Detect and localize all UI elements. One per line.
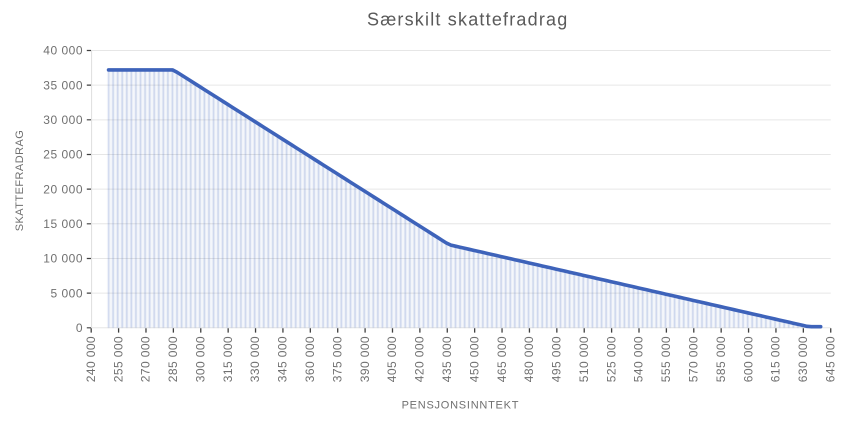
svg-text:0: 0: [76, 321, 83, 335]
svg-text:285 000: 285 000: [166, 336, 180, 382]
svg-text:330 000: 330 000: [248, 336, 262, 382]
svg-text:360 000: 360 000: [303, 336, 317, 382]
svg-text:615 000: 615 000: [769, 336, 783, 382]
svg-text:Særskilt skattefradrag: Særskilt skattefradrag: [367, 9, 568, 29]
svg-text:15 000: 15 000: [43, 217, 83, 231]
svg-text:435 000: 435 000: [440, 336, 454, 382]
svg-text:510 000: 510 000: [577, 336, 591, 382]
svg-text:495 000: 495 000: [550, 336, 564, 382]
svg-text:555 000: 555 000: [659, 336, 673, 382]
svg-text:645 000: 645 000: [823, 336, 837, 382]
svg-text:405 000: 405 000: [385, 336, 399, 382]
svg-text:600 000: 600 000: [741, 336, 755, 382]
svg-text:300 000: 300 000: [193, 336, 207, 382]
svg-text:540 000: 540 000: [632, 336, 646, 382]
svg-text:25 000: 25 000: [43, 148, 83, 162]
svg-text:40 000: 40 000: [43, 44, 83, 58]
svg-text:390 000: 390 000: [358, 336, 372, 382]
svg-text:480 000: 480 000: [522, 336, 536, 382]
svg-text:240 000: 240 000: [84, 336, 98, 382]
svg-text:315 000: 315 000: [221, 336, 235, 382]
svg-text:20 000: 20 000: [43, 182, 83, 196]
svg-text:10 000: 10 000: [43, 252, 83, 266]
svg-text:255 000: 255 000: [111, 336, 125, 382]
svg-text:SKATTEFRADRAG: SKATTEFRADRAG: [14, 130, 26, 232]
svg-text:PENSJONSINNTEKT: PENSJONSINNTEKT: [402, 399, 520, 411]
svg-text:345 000: 345 000: [276, 336, 290, 382]
svg-text:525 000: 525 000: [604, 336, 618, 382]
svg-text:585 000: 585 000: [714, 336, 728, 382]
svg-text:30 000: 30 000: [43, 113, 83, 127]
svg-text:35 000: 35 000: [43, 78, 83, 92]
svg-text:375 000: 375 000: [330, 336, 344, 382]
svg-text:630 000: 630 000: [796, 336, 810, 382]
svg-text:270 000: 270 000: [139, 336, 153, 382]
svg-text:5 000: 5 000: [50, 286, 83, 300]
svg-text:570 000: 570 000: [686, 336, 700, 382]
svg-text:465 000: 465 000: [495, 336, 509, 382]
svg-text:450 000: 450 000: [467, 336, 481, 382]
svg-text:420 000: 420 000: [413, 336, 427, 382]
